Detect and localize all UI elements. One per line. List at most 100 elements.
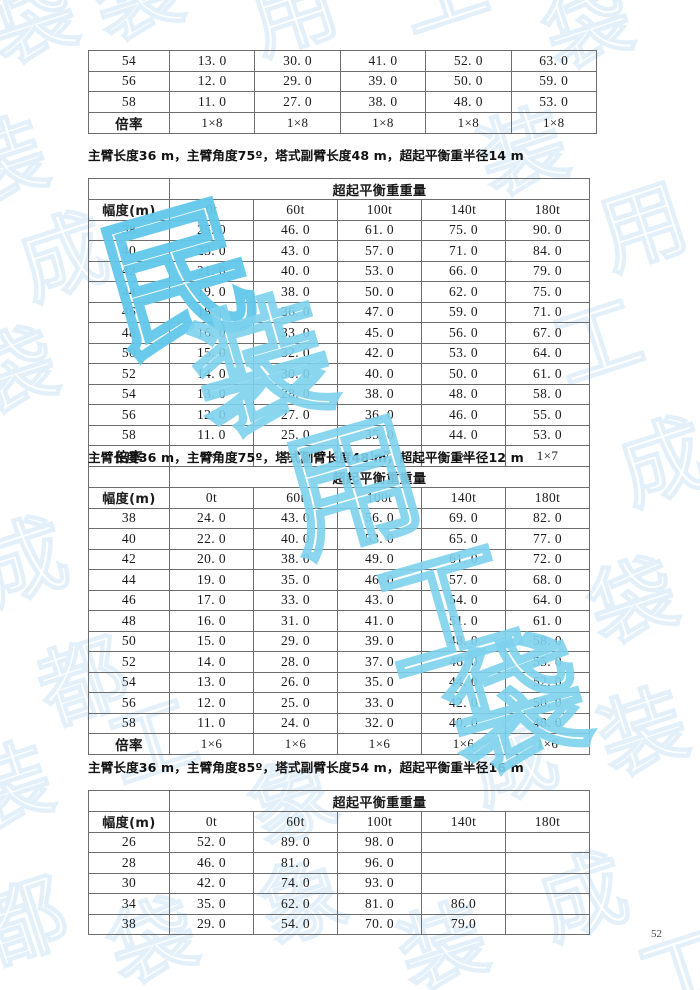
cell-radius: 50 [88, 630, 170, 652]
table-row: 42 20. 0 38. 0 49. 0 61. 0 72. 0 [88, 548, 590, 570]
cell-140t: 48. 0 [421, 383, 506, 405]
cell-0t: 15. 0 [169, 630, 254, 652]
table-row: 38 29. 0 54. 0 70. 0 79.0 [88, 913, 590, 935]
cell-0t: 29. 0 [169, 913, 254, 935]
header-0t: 0t [169, 811, 254, 833]
table-row: 54 13. 0 26. 0 35. 0 44. 0 52. 0 [88, 671, 590, 693]
table-row: 48 16. 0 33. 0 45. 0 56. 0 67. 0 [88, 322, 590, 344]
cell-0t: 35. 0 [169, 893, 254, 915]
cell-radius: 44 [88, 569, 170, 591]
cell-140t: 53. 0 [421, 342, 506, 364]
cell-rate-140t: 1×6 [421, 733, 506, 755]
cell-100t: 38. 0 [337, 383, 422, 405]
cell-radius: 58 [88, 91, 170, 113]
cell-140t: 86.0 [421, 893, 506, 915]
cell-0t: 14. 0 [169, 363, 254, 385]
cell-180t: 82. 0 [505, 507, 590, 529]
table-row-rate: 倍率 1×8 1×8 1×8 1×8 1×8 [88, 111, 597, 134]
table-head: 超起平衡重重量 幅度(m) 0t 60t 100t 140t 180t [88, 790, 590, 833]
cell-100t: 50. 0 [337, 281, 422, 303]
table-row: 44 19. 0 35. 0 46. 0 57. 0 68. 0 [88, 569, 590, 591]
cell-140t [421, 852, 506, 874]
cell-180t: 53. 0 [510, 91, 597, 113]
header-140t: 140t [421, 811, 506, 833]
span-header-weight: 超起平衡重重量 [169, 790, 590, 812]
load-table-1: 超起平衡重重量 幅度(m) 0t 60t 100t 140t 180t 38 25… [88, 178, 590, 467]
table-row: 46 18. 0 36. 0 47. 0 59. 0 71. 0 [88, 301, 590, 323]
cell-140t: 48. 0 [425, 91, 512, 113]
cell-140t: 57. 0 [421, 569, 506, 591]
cell-140t: 59. 0 [421, 301, 506, 323]
table-row: 50 15. 0 29. 0 39. 0 48. 0 58. 0 [88, 630, 590, 652]
cell-0t: 13. 0 [168, 50, 256, 72]
section-caption-1: 主臂长度36 m，主臂角度75º，塔式副臂长度48 m，超起平衡重半径14 m [88, 148, 524, 163]
table-row: 50 15. 0 32. 0 42. 0 53. 0 64. 0 [88, 342, 590, 364]
cell-140t: 46. 0 [421, 651, 506, 673]
cell-0t: 21. 0 [169, 260, 254, 282]
cell-60t: 25. 0 [253, 424, 338, 446]
cell-140t: 79.0 [421, 913, 506, 935]
cell-180t: 79. 0 [505, 260, 590, 282]
cell-60t: 43. 0 [253, 240, 338, 262]
cell-radius: 28 [88, 852, 170, 874]
header-100t: 100t [337, 487, 422, 509]
cell-0t: 20. 0 [169, 548, 254, 570]
cell-rate-140t: 1×7 [421, 445, 506, 467]
table-row: 44 19. 0 38. 0 50. 0 62. 0 75. 0 [88, 281, 590, 303]
span-header-blank [88, 178, 170, 200]
cell-60t: 33. 0 [253, 322, 338, 344]
table-block-continued: 54 13. 0 30. 0 41. 0 52. 0 63. 0 56 12. … [88, 50, 597, 134]
header-0t: 0t [169, 199, 254, 221]
cell-140t: 75. 0 [421, 219, 506, 241]
cell-180t: 61. 0 [505, 363, 590, 385]
cell-rate-60t: 1×6 [253, 733, 338, 755]
table-row: 26 52. 0 89. 0 98. 0 [88, 831, 590, 853]
cell-radius: 26 [88, 831, 170, 853]
cell-180t: 48. 0 [505, 712, 590, 734]
cell-180t [505, 872, 590, 894]
cell-100t: 35. 0 [337, 671, 422, 693]
header-180t: 180t [505, 811, 590, 833]
cell-radius: 54 [88, 671, 170, 693]
cell-60t: 35. 0 [253, 569, 338, 591]
cell-100t: 38. 0 [339, 91, 427, 113]
cell-180t: 71. 0 [505, 301, 590, 323]
cell-60t: 30. 0 [253, 363, 338, 385]
cell-radius: 56 [88, 692, 170, 714]
cell-radius: 52 [88, 363, 170, 385]
cell-100t: 37. 0 [337, 651, 422, 673]
cell-radius: 56 [88, 404, 170, 426]
cell-100t: 32. 0 [337, 712, 422, 734]
cell-rate-60t: 1×8 [254, 111, 341, 134]
table-header-row: 幅度(m) 0t 60t 100t 140t 180t [88, 487, 590, 509]
cell-radius: 34 [88, 893, 170, 915]
cell-60t: 27. 0 [254, 91, 341, 113]
header-60t: 60t [253, 811, 338, 833]
cell-140t: 52. 0 [425, 50, 512, 72]
cell-radius: 48 [88, 610, 170, 632]
cell-100t: 93. 0 [337, 872, 422, 894]
cell-60t: 81. 0 [253, 852, 338, 874]
cell-0t: 52. 0 [169, 831, 254, 853]
cell-60t: 43. 0 [253, 507, 338, 529]
cell-140t: 62. 0 [421, 281, 506, 303]
cell-100t: 81. 0 [337, 893, 422, 915]
cell-60t: 30. 0 [254, 50, 341, 72]
cell-180t [505, 913, 590, 935]
cell-radius: 30 [88, 872, 170, 894]
cell-100t: 36. 0 [337, 404, 422, 426]
cell-radius: 48 [88, 322, 170, 344]
cell-100t: 53. 0 [337, 260, 422, 282]
cell-180t: 64. 0 [505, 342, 590, 364]
header-100t: 100t [337, 199, 422, 221]
cell-180t: 52. 0 [505, 671, 590, 693]
cell-0t: 42. 0 [169, 872, 254, 894]
cell-60t: 36. 0 [253, 301, 338, 323]
cell-rate-100t: 1×6 [337, 733, 422, 755]
cell-100t: 46. 0 [337, 569, 422, 591]
table-row: 38 24. 0 43. 0 56. 0 69. 0 82. 0 [88, 507, 590, 529]
cell-radius: 50 [88, 342, 170, 364]
table-body: 38 24. 0 43. 0 56. 0 69. 0 82. 0 40 22. 0 40. 0… [88, 507, 590, 755]
load-table-2: 超起平衡重重量 幅度(m) 0t 60t 100t 140t 180t 38 24… [88, 466, 590, 755]
cell-0t: 25. 0 [169, 219, 254, 241]
